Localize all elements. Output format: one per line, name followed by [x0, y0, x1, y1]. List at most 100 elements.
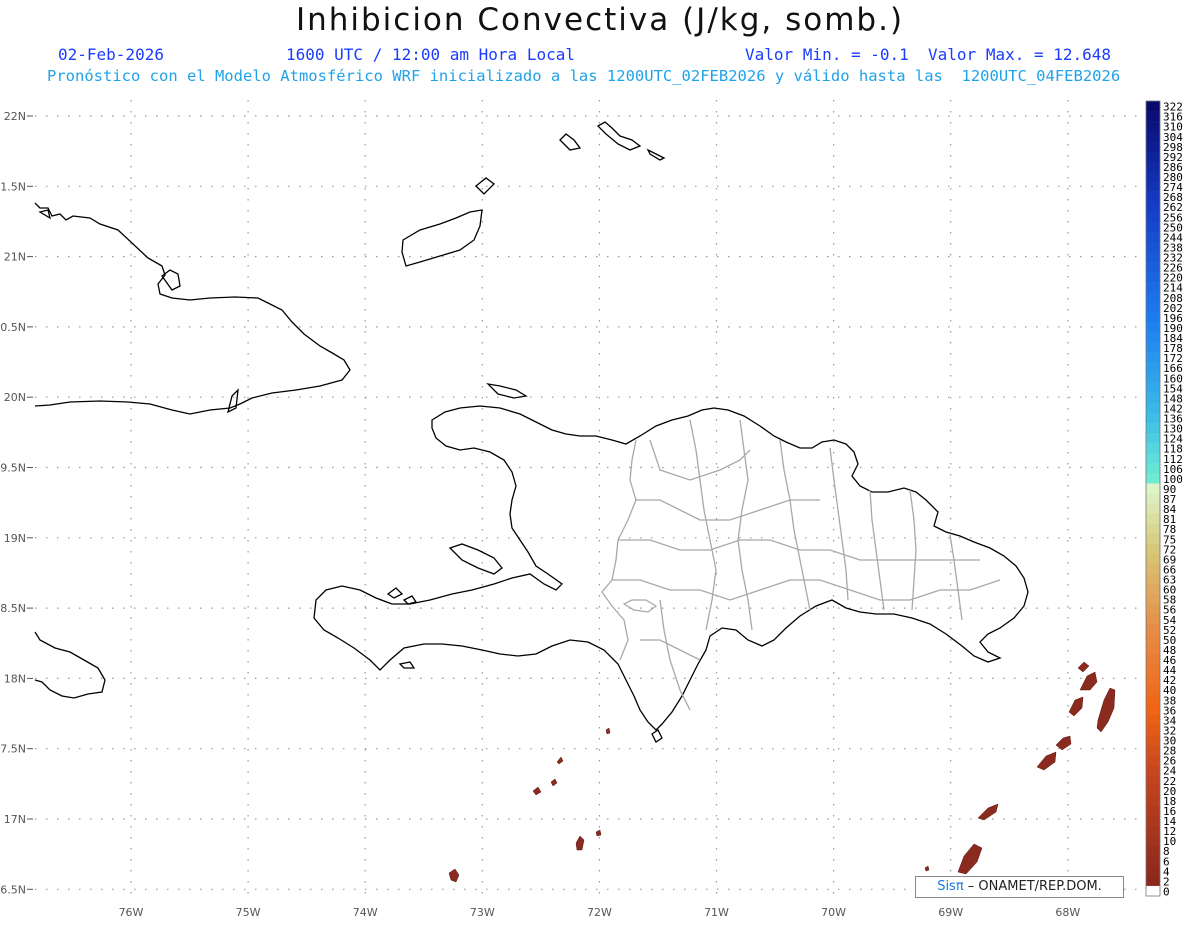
colorbar-swatch — [1146, 644, 1160, 655]
colorbar-swatch — [1146, 614, 1160, 625]
lat-label: 22N — [4, 110, 26, 123]
colorbar-label: 26 — [1163, 755, 1176, 768]
sis-logo-text: Sis — [937, 879, 956, 894]
colorbar-label: 292 — [1163, 151, 1183, 164]
colorbar-swatch — [1146, 855, 1160, 867]
colorbar-swatch — [1146, 372, 1160, 384]
shade-area — [532, 786, 542, 796]
colorbar-swatch — [1146, 453, 1160, 464]
colorbar-label: 226 — [1163, 262, 1183, 275]
colorbar-swatch — [1146, 563, 1160, 575]
colorbar-label: 72 — [1163, 543, 1176, 556]
shade-area — [1068, 696, 1084, 717]
colorbar-swatch — [1146, 805, 1160, 816]
forecast-description: Pronóstico con el Modelo Atmosférico WRF… — [47, 67, 1121, 85]
lat-label: 20N — [4, 391, 26, 404]
shade-area — [924, 865, 930, 872]
colorbar-label: 58 — [1163, 594, 1176, 607]
lat-label: 6.5N — [0, 883, 26, 896]
colorbar-label: 256 — [1163, 211, 1183, 224]
colorbar-label: 87 — [1163, 493, 1176, 506]
forecast-time: 1600 UTC / 12:00 am Hora Local — [286, 45, 575, 64]
shade-area — [1077, 661, 1090, 673]
colorbar-label: 280 — [1163, 171, 1183, 184]
colorbar-swatch — [1146, 342, 1160, 353]
colorbar-swatch — [1146, 312, 1160, 323]
colorbar-swatch — [1146, 251, 1160, 263]
colorbar-swatch — [1146, 795, 1160, 806]
lon-label: 75W — [236, 906, 261, 919]
coast-bahamas — [475, 177, 495, 195]
province-line — [949, 534, 963, 621]
colorbar-swatch — [1146, 714, 1160, 726]
shade-area — [957, 843, 983, 875]
colorbar-swatch — [1146, 785, 1160, 796]
colorbar-label: 20 — [1163, 785, 1176, 798]
colorbar-label: 244 — [1163, 231, 1183, 244]
colorbar-label: 190 — [1163, 322, 1183, 335]
colorbar-swatch — [1146, 755, 1160, 766]
colorbar-label: 28 — [1163, 745, 1176, 758]
forecast-date: 02-Feb-2026 — [58, 45, 164, 64]
colorbar-label: 6 — [1163, 855, 1170, 868]
colorbar-label: 250 — [1163, 221, 1183, 234]
shade-area — [556, 756, 564, 765]
colorbar-swatch — [1146, 624, 1160, 635]
coast-jamaica — [34, 631, 106, 699]
colorbar-label: 196 — [1163, 312, 1183, 325]
colorbar-label: 42 — [1163, 674, 1176, 687]
colorbar-swatch — [1146, 302, 1160, 313]
colorbar-label: 166 — [1163, 362, 1183, 375]
colorbar-swatch — [1146, 181, 1160, 192]
colorbar-label: 112 — [1163, 453, 1183, 466]
colorbar-swatch — [1146, 463, 1160, 474]
colorbar-swatch — [1146, 282, 1160, 293]
colorbar-swatch — [1146, 493, 1160, 504]
colorbar-label: 286 — [1163, 161, 1183, 174]
colorbar-swatch — [1146, 584, 1160, 595]
shade-area — [1036, 751, 1057, 771]
colorbar-label: 69 — [1163, 553, 1176, 566]
province-boundaries — [601, 419, 1001, 711]
colorbar-label: 38 — [1163, 694, 1176, 707]
colorbar-swatch — [1146, 443, 1160, 454]
colorbar-label: 142 — [1163, 402, 1183, 415]
province-line — [869, 489, 885, 611]
colorbar-label: 81 — [1163, 513, 1176, 526]
coast-islet — [386, 587, 404, 599]
lat-label: 18N — [4, 672, 26, 685]
shade-area — [595, 829, 602, 837]
lat-label: 1.5N — [0, 180, 26, 193]
lat-label: 21N — [4, 251, 26, 264]
credit-text: – ONAMET/REP.DOM. — [963, 879, 1102, 894]
colorbar-swatch — [1146, 433, 1160, 444]
colorbar-swatch — [1146, 322, 1160, 333]
colorbar-swatch — [1146, 745, 1160, 756]
colorbar-swatch — [1146, 151, 1160, 162]
colorbar-label: 10 — [1163, 835, 1176, 848]
coast-tortuga — [486, 383, 528, 399]
colorbar-swatch — [1146, 875, 1160, 887]
colorbar-label: 12 — [1163, 825, 1176, 838]
colorbar-swatch — [1146, 231, 1160, 243]
colorbar-label: 30 — [1163, 735, 1176, 748]
colorbar-swatch — [1146, 704, 1160, 716]
shade-area — [1096, 687, 1116, 733]
colorbar-swatch — [1146, 262, 1160, 273]
colorbar-label: 202 — [1163, 302, 1183, 315]
colorbar-label: 54 — [1163, 614, 1177, 627]
colorbar-label: 22 — [1163, 775, 1176, 788]
colorbar-label: 34 — [1163, 714, 1177, 727]
colorbar-swatch — [1146, 292, 1160, 303]
colorbar-swatch — [1146, 503, 1160, 514]
cin-shaded-areas — [448, 661, 1116, 883]
color-scale-bar: 3223163103042982922862802742682622562502… — [1145, 101, 1183, 899]
colorbar-swatch — [1146, 674, 1160, 685]
colorbar-swatch — [1146, 332, 1160, 343]
province-line — [779, 439, 811, 611]
colorbar-label: 160 — [1163, 372, 1183, 385]
colorbar-label: 60 — [1163, 584, 1176, 597]
province-line — [618, 539, 980, 561]
shade-area — [1079, 671, 1098, 691]
colorbar-swatch — [1146, 634, 1160, 645]
